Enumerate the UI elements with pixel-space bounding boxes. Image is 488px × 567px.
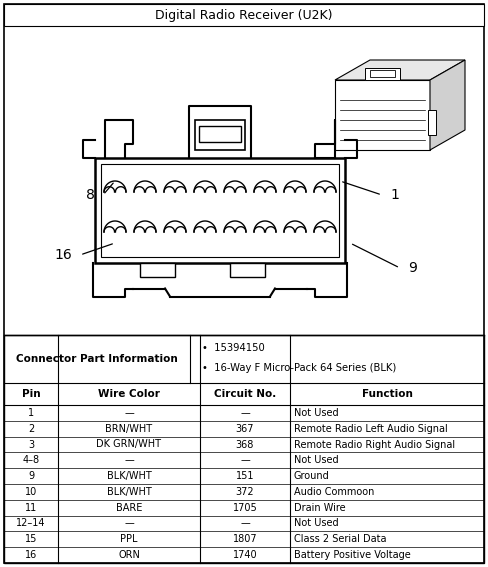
Text: Digital Radio Receiver (U2K): Digital Radio Receiver (U2K) [155,9,333,22]
Bar [4,4,484,26]
Text: —: — [240,455,250,466]
Bar [230,263,265,277]
Bar [365,68,400,80]
Bar [140,263,175,277]
Text: PPL: PPL [120,534,138,544]
Text: Battery Positive Voltage: Battery Positive Voltage [294,550,411,560]
Text: 11: 11 [25,503,37,513]
Text: 12–14: 12–14 [16,518,46,528]
Text: 4–8: 4–8 [22,455,40,466]
Text: 151: 151 [236,471,254,481]
Text: 1: 1 [390,188,399,202]
Text: 368: 368 [236,439,254,450]
Text: Remote Radio Left Audio Signal: Remote Radio Left Audio Signal [294,424,448,434]
Bar [95,158,345,263]
Text: 1807: 1807 [233,534,257,544]
Text: 9: 9 [28,471,34,481]
Text: 10: 10 [25,487,37,497]
Text: •  15394150: • 15394150 [202,343,265,353]
Text: 1705: 1705 [233,503,257,513]
Text: 16: 16 [25,550,37,560]
Text: 15: 15 [25,534,37,544]
Text: —: — [124,408,134,418]
Bar [370,70,395,77]
Text: 16: 16 [54,248,72,262]
Text: Function: Function [362,389,412,399]
Text: Wire Color: Wire Color [98,389,160,399]
Text: 1740: 1740 [233,550,257,560]
Polygon shape [430,60,465,150]
Text: 9: 9 [408,261,417,275]
Text: 367: 367 [236,424,254,434]
Text: Not Used: Not Used [294,408,339,418]
Text: —: — [124,518,134,528]
Text: •  16-Way F Micro-Pack 64 Series (BLK): • 16-Way F Micro-Pack 64 Series (BLK) [202,363,396,373]
Text: BRN/WHT: BRN/WHT [105,424,153,434]
Text: Remote Radio Right Audio Signal: Remote Radio Right Audio Signal [294,439,455,450]
Text: —: — [124,455,134,466]
Text: 8: 8 [86,188,95,202]
Bar [199,125,241,142]
Text: Pin: Pin [21,389,41,399]
Text: BLK/WHT: BLK/WHT [106,487,151,497]
Bar [428,110,436,135]
Bar [335,80,430,150]
Text: ORN: ORN [118,550,140,560]
Bar [101,163,339,256]
Text: DK GRN/WHT: DK GRN/WHT [97,439,162,450]
Text: Audio Commoon: Audio Commoon [294,487,374,497]
Text: Not Used: Not Used [294,455,339,466]
Text: Class 2 Serial Data: Class 2 Serial Data [294,534,386,544]
Bar [4,335,484,563]
Text: —: — [240,408,250,418]
Text: Connector Part Information: Connector Part Information [16,354,178,364]
Text: Drain Wire: Drain Wire [294,503,346,513]
Text: Not Used: Not Used [294,518,339,528]
Text: BLK/WHT: BLK/WHT [106,471,151,481]
Polygon shape [335,60,465,80]
Text: Ground: Ground [294,471,330,481]
Text: 2: 2 [28,424,34,434]
Text: —: — [240,518,250,528]
Text: 1: 1 [28,408,34,418]
Text: Circuit No.: Circuit No. [214,389,276,399]
Text: 372: 372 [236,487,254,497]
Text: 3: 3 [28,439,34,450]
Text: BARE: BARE [116,503,142,513]
Bar [195,120,245,150]
